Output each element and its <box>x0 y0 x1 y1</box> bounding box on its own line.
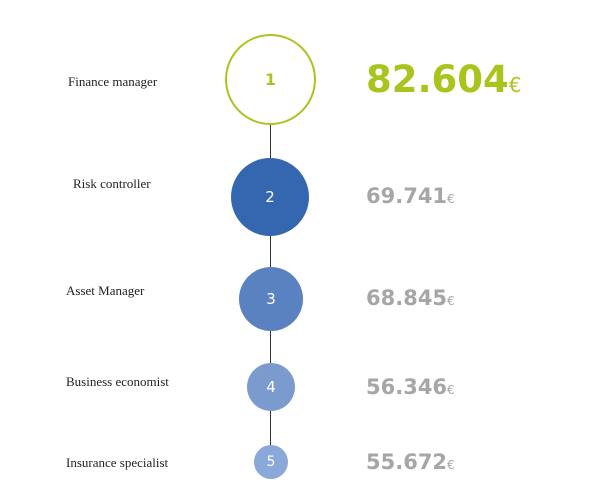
salary-amount-1: 82.604 <box>366 58 509 101</box>
salary-amount-2: 69.741 <box>366 184 448 208</box>
salary-amount-5: 55.672 <box>366 450 448 474</box>
currency-symbol-1: € <box>508 73 522 97</box>
salary-value-5: 55.672€ <box>366 450 455 474</box>
salary-value-1: 82.604€ <box>366 58 522 101</box>
salary-value-4: 56.346€ <box>366 375 455 399</box>
salary-value-2: 69.741€ <box>366 184 455 208</box>
rank-number-4: 4 <box>266 378 276 396</box>
rank-number-2: 2 <box>265 188 275 206</box>
currency-symbol-2: € <box>447 192 455 206</box>
salary-amount-4: 56.346 <box>366 375 448 399</box>
rank-circle-2: 2 <box>231 158 309 236</box>
rank-circle-4: 4 <box>247 363 295 411</box>
job-title-1: Finance manager <box>68 74 158 89</box>
job-title-5: Insurance specialist <box>66 455 169 470</box>
rank-circle-5: 5 <box>254 445 288 479</box>
salary-amount-3: 68.845 <box>366 286 448 310</box>
rank-number-5: 5 <box>266 454 276 470</box>
salary-value-3: 68.845€ <box>366 286 455 310</box>
rank-circle-1: 1 <box>225 34 316 125</box>
currency-symbol-3: € <box>447 294 455 308</box>
job-title-2: Risk controller <box>73 176 151 191</box>
currency-symbol-4: € <box>447 383 455 397</box>
job-title-4: Business economist <box>66 374 169 389</box>
job-title-3: Asset Manager <box>66 283 145 298</box>
rank-circle-3: 3 <box>239 267 303 331</box>
rank-number-1: 1 <box>264 70 277 89</box>
currency-symbol-5: € <box>447 458 455 472</box>
rank-number-3: 3 <box>266 290 276 308</box>
